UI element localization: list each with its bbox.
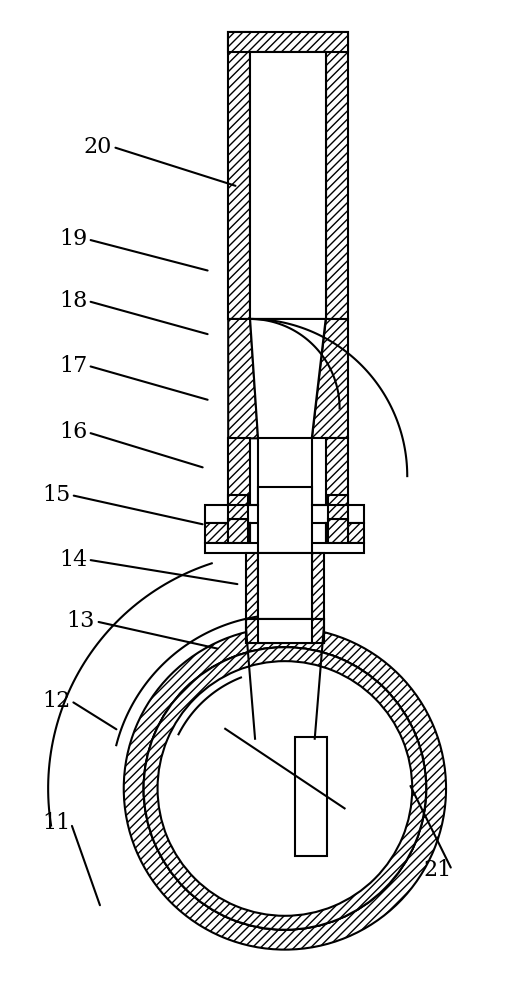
Bar <box>326 523 348 543</box>
Bar <box>228 519 248 543</box>
Bar <box>258 619 312 643</box>
Text: 19: 19 <box>59 228 87 250</box>
Bar <box>205 523 250 543</box>
Text: 21: 21 <box>423 859 451 881</box>
Bar <box>326 523 364 543</box>
Bar <box>258 553 312 619</box>
Text: 16: 16 <box>59 421 87 443</box>
Polygon shape <box>250 319 326 438</box>
Bar <box>312 553 324 619</box>
Text: 15: 15 <box>42 484 70 506</box>
Bar <box>228 32 250 319</box>
Bar <box>205 543 364 553</box>
Bar <box>326 438 348 505</box>
Text: 12: 12 <box>42 690 70 712</box>
Text: 14: 14 <box>59 549 87 571</box>
Text: 20: 20 <box>84 136 112 158</box>
Bar <box>327 495 348 519</box>
Bar <box>228 523 250 543</box>
Bar <box>258 487 312 553</box>
Bar <box>228 495 248 519</box>
Text: 11: 11 <box>42 812 70 834</box>
Bar <box>327 519 348 543</box>
Bar <box>250 52 326 319</box>
Bar <box>246 553 258 619</box>
Text: 17: 17 <box>59 355 87 377</box>
Polygon shape <box>246 619 324 643</box>
Polygon shape <box>228 319 258 438</box>
Bar <box>228 32 348 52</box>
Circle shape <box>144 647 426 930</box>
Bar <box>258 438 312 505</box>
Bar <box>228 438 250 505</box>
Polygon shape <box>312 319 348 438</box>
Bar <box>295 737 327 856</box>
Text: 18: 18 <box>59 290 87 312</box>
Bar <box>205 505 364 523</box>
Text: 13: 13 <box>67 610 95 632</box>
Bar <box>326 32 348 319</box>
